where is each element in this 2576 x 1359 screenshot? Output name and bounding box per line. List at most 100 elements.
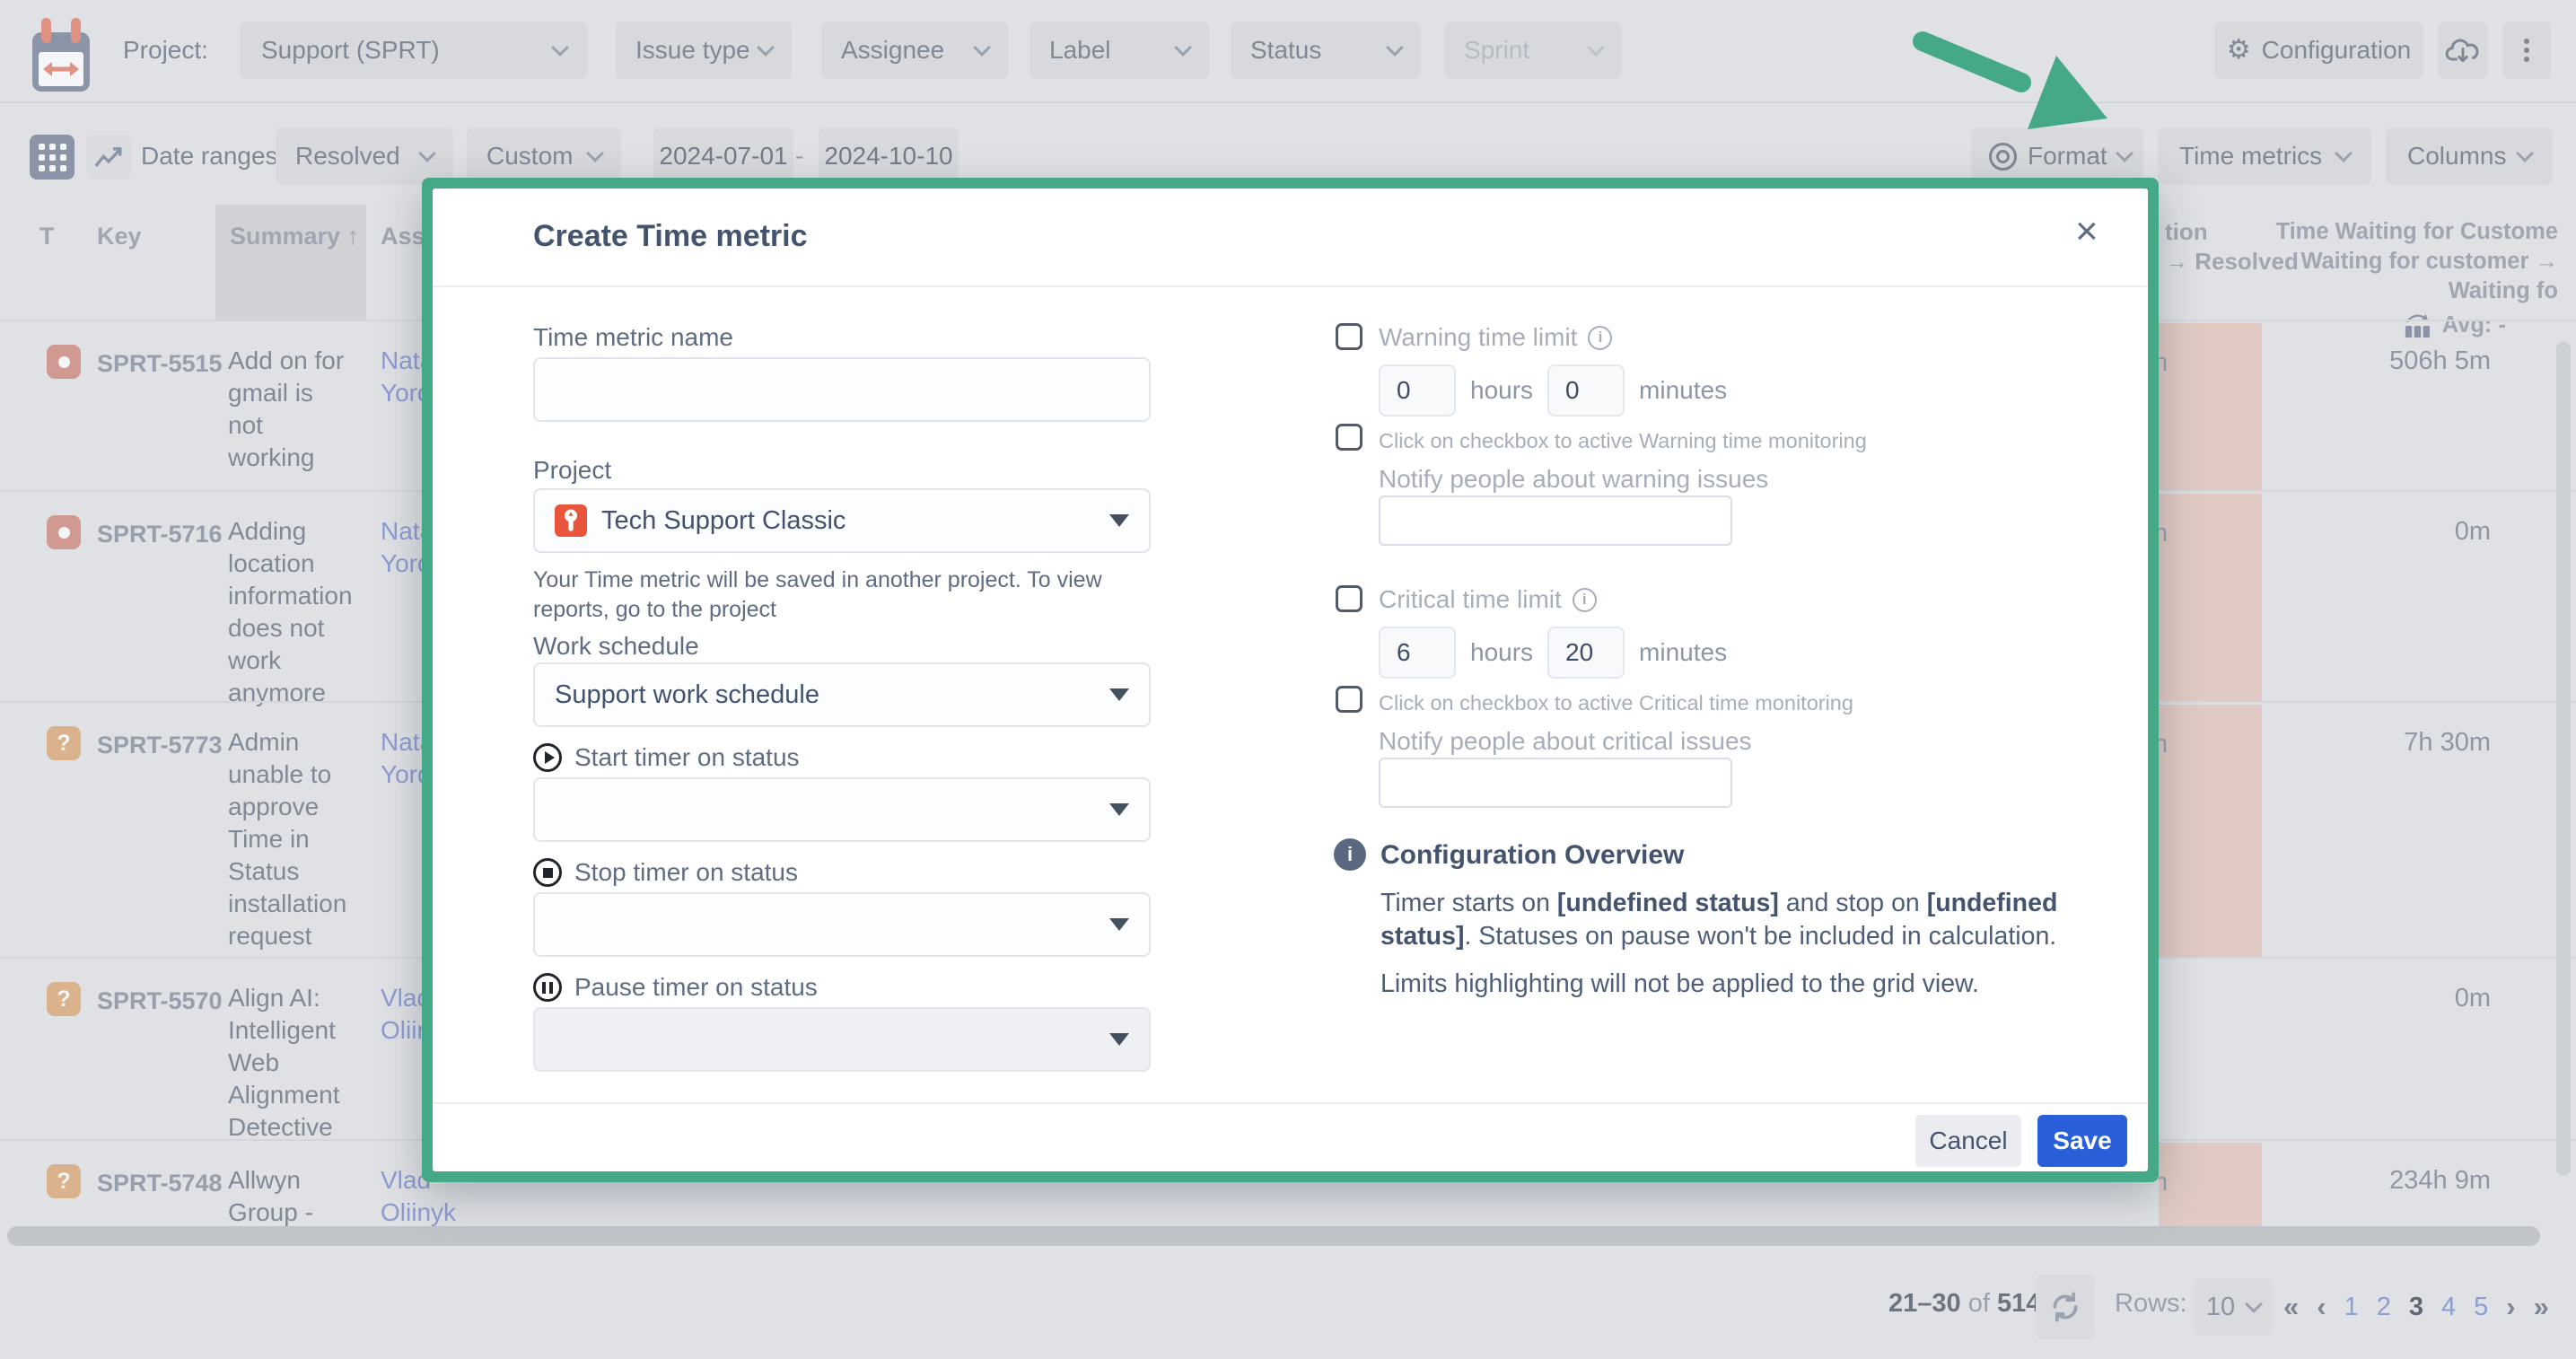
filter-label: Label <box>1049 36 1111 64</box>
critical-limit-inputs: 6 hours 20 minutes <box>1379 627 1727 679</box>
save-button[interactable]: Save <box>2037 1115 2127 1167</box>
date-type-value: Resolved <box>295 142 400 170</box>
close-icon[interactable]: × <box>2075 209 2098 253</box>
cutoff-value-fragment: m <box>2159 519 2168 548</box>
critical-notify-checkbox[interactable] <box>1336 686 1362 713</box>
vertical-scrollbar[interactable] <box>2556 341 2571 1176</box>
issue-key-link[interactable]: SPRT-5748 <box>97 1170 223 1197</box>
warning-limit-inputs: 0 hours 0 minutes <box>1379 364 1727 416</box>
time-metrics-button[interactable]: Time metrics <box>2158 127 2371 185</box>
horizontal-scrollbar[interactable] <box>7 1226 2540 1246</box>
refresh-button[interactable] <box>2036 1275 2095 1339</box>
page-5-button[interactable]: 5 <box>2474 1292 2489 1321</box>
filter-label[interactable]: Label <box>1030 22 1209 79</box>
cancel-button[interactable]: Cancel <box>1915 1115 2021 1167</box>
work-schedule-dropdown[interactable]: Support work schedule <box>533 662 1151 727</box>
format-icon <box>1989 142 2017 171</box>
info-icon: i <box>1572 587 1597 612</box>
configuration-button[interactable]: ⚙ Configuration <box>2214 22 2423 79</box>
question-type-icon: ? <box>47 982 81 1016</box>
project-dropdown[interactable]: Tech Support Classic <box>533 488 1151 553</box>
warning-minutes-input[interactable]: 0 <box>1547 364 1625 416</box>
filter-assignee[interactable]: Assignee <box>821 22 1008 79</box>
grid-view-button[interactable] <box>30 135 74 180</box>
page-4-button[interactable]: 4 <box>2441 1292 2457 1321</box>
critical-minutes-input[interactable]: 20 <box>1547 627 1625 679</box>
cutoff-value-fragment: m <box>2159 730 2168 759</box>
date-from-input[interactable]: 2024-07-01 <box>653 127 793 185</box>
double-arrow-icon <box>43 62 79 76</box>
critical-hours-input[interactable]: 6 <box>1379 627 1456 679</box>
date-range-mode-select[interactable]: Custom <box>467 127 621 185</box>
warning-notify-checkbox[interactable] <box>1336 424 1362 451</box>
column-header-time-waiting[interactable]: Time Waiting for Custome Waiting for cus… <box>2244 217 2558 340</box>
sort-ascending-icon: ↑ <box>346 223 360 250</box>
critical-limit-label-text: Critical time limit <box>1379 585 1562 613</box>
columns-button[interactable]: Columns <box>2386 127 2553 185</box>
critical-help-text: Click on checkbox to active Critical tim… <box>1379 691 1853 715</box>
pause-timer-dropdown[interactable] <box>533 1007 1151 1072</box>
caret-down-icon <box>1109 803 1129 816</box>
warning-notify-label: Notify people about warning issues <box>1379 465 1769 493</box>
export-button[interactable] <box>2438 22 2488 79</box>
page-3-button-current[interactable]: 3 <box>2408 1292 2423 1321</box>
gear-icon: ⚙ <box>2226 35 2251 65</box>
time-metric-name-input[interactable] <box>533 357 1151 422</box>
pagination-bar: 21–30 of 514 Rows: 10 « ‹ 1 2 3 4 5 › <box>0 1275 2576 1339</box>
format-button[interactable]: Format <box>1971 127 2143 185</box>
date-to-input[interactable]: 2024-10-10 <box>819 127 959 185</box>
filter-status[interactable]: Status <box>1231 22 1421 79</box>
project-select[interactable]: Support (SPRT) <box>240 22 588 79</box>
column-header-summary[interactable]: Summary ↑ <box>215 205 366 320</box>
summary-header-label: Summary <box>230 223 341 250</box>
table-row[interactable]: SPRT-5716 Adding location information do… <box>0 490 2576 706</box>
time-waiting-value: 506h 5m <box>2389 346 2491 375</box>
start-timer-dropdown[interactable] <box>533 777 1151 842</box>
columns-label: Columns <box>2407 142 2507 170</box>
critical-limit-label: Critical time limit i <box>1379 585 1597 614</box>
format-label: Format <box>2028 142 2107 170</box>
start-timer-label-text: Start timer on status <box>574 743 800 771</box>
warning-hours-input[interactable]: 0 <box>1379 364 1456 416</box>
filter-sprint-disabled: Sprint <box>1444 22 1622 79</box>
issue-summary: Align AI: Intelligent Web Alignment Dete… <box>228 984 340 1141</box>
more-menu-button[interactable] <box>2502 22 2551 79</box>
project-select-value: Support (SPRT) <box>261 36 440 64</box>
configuration-overview-text: Timer starts on [undefined status] and s… <box>1380 887 2143 953</box>
stop-icon <box>533 858 562 887</box>
issue-key-link[interactable]: SPRT-5773 <box>97 732 223 758</box>
stop-timer-label: Stop timer on status <box>533 858 798 887</box>
work-schedule-label: Work schedule <box>533 632 699 660</box>
next-page-button[interactable]: › <box>2506 1291 2516 1322</box>
modal-header-divider <box>433 285 2148 287</box>
caret-down-icon <box>1109 514 1129 527</box>
rows-per-page-value: 10 <box>2205 1292 2236 1321</box>
issue-key-link[interactable]: SPRT-5515 <box>97 350 223 377</box>
caret-down-icon <box>1109 1033 1129 1046</box>
last-page-button[interactable]: » <box>2533 1291 2549 1322</box>
prev-page-button[interactable]: ‹ <box>2317 1291 2326 1322</box>
highlighted-cell: m <box>2159 705 2262 957</box>
overview-text-part: . Statuses on pause won't be included in… <box>1464 922 2057 951</box>
date-type-select[interactable]: Resolved <box>276 127 453 185</box>
critical-notify-input[interactable] <box>1379 758 1732 808</box>
column-header-key[interactable]: Key <box>97 223 142 250</box>
filter-issue-type[interactable]: Issue type <box>616 22 792 79</box>
chart-view-button[interactable] <box>86 135 131 180</box>
issue-key-link[interactable]: SPRT-5570 <box>97 987 223 1014</box>
filter-label: Assignee <box>841 36 945 64</box>
warning-notify-input[interactable] <box>1379 495 1732 546</box>
play-icon <box>533 743 562 772</box>
warning-limit-checkbox[interactable] <box>1336 323 1362 350</box>
column-header-type[interactable]: T <box>39 223 55 250</box>
critical-limit-checkbox[interactable] <box>1336 585 1362 612</box>
page-2-button[interactable]: 2 <box>2376 1292 2391 1321</box>
issues-table: SPRT-5515 Add on for gmail is not workin… <box>0 320 2576 1230</box>
page-1-button[interactable]: 1 <box>2344 1292 2359 1321</box>
first-page-button[interactable]: « <box>2283 1291 2300 1322</box>
project-avatar-wrench-icon <box>555 504 587 537</box>
rows-per-page-select[interactable]: 10 <box>2194 1278 2273 1336</box>
issue-key-link[interactable]: SPRT-5716 <box>97 521 223 548</box>
stop-timer-dropdown[interactable] <box>533 892 1151 957</box>
caret-down-icon <box>1109 918 1129 931</box>
